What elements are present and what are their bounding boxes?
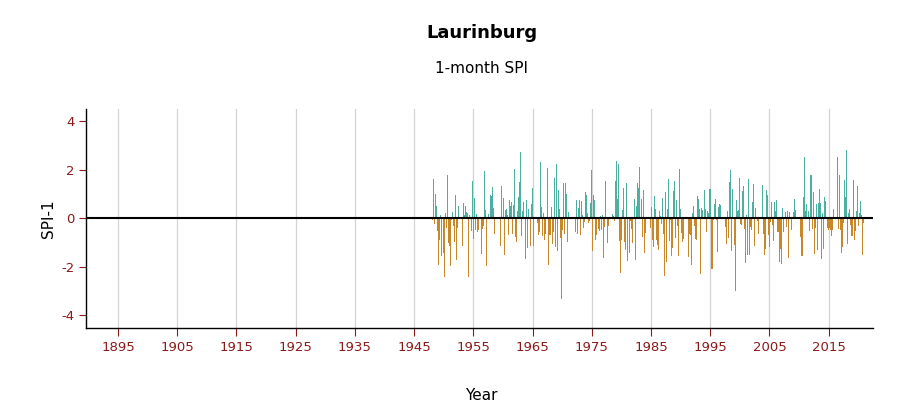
Text: Year: Year bbox=[465, 388, 498, 403]
Text: 1-month SPI: 1-month SPI bbox=[435, 60, 528, 76]
Text: Laurinburg: Laurinburg bbox=[426, 24, 537, 42]
Y-axis label: SPI-1: SPI-1 bbox=[40, 199, 56, 238]
